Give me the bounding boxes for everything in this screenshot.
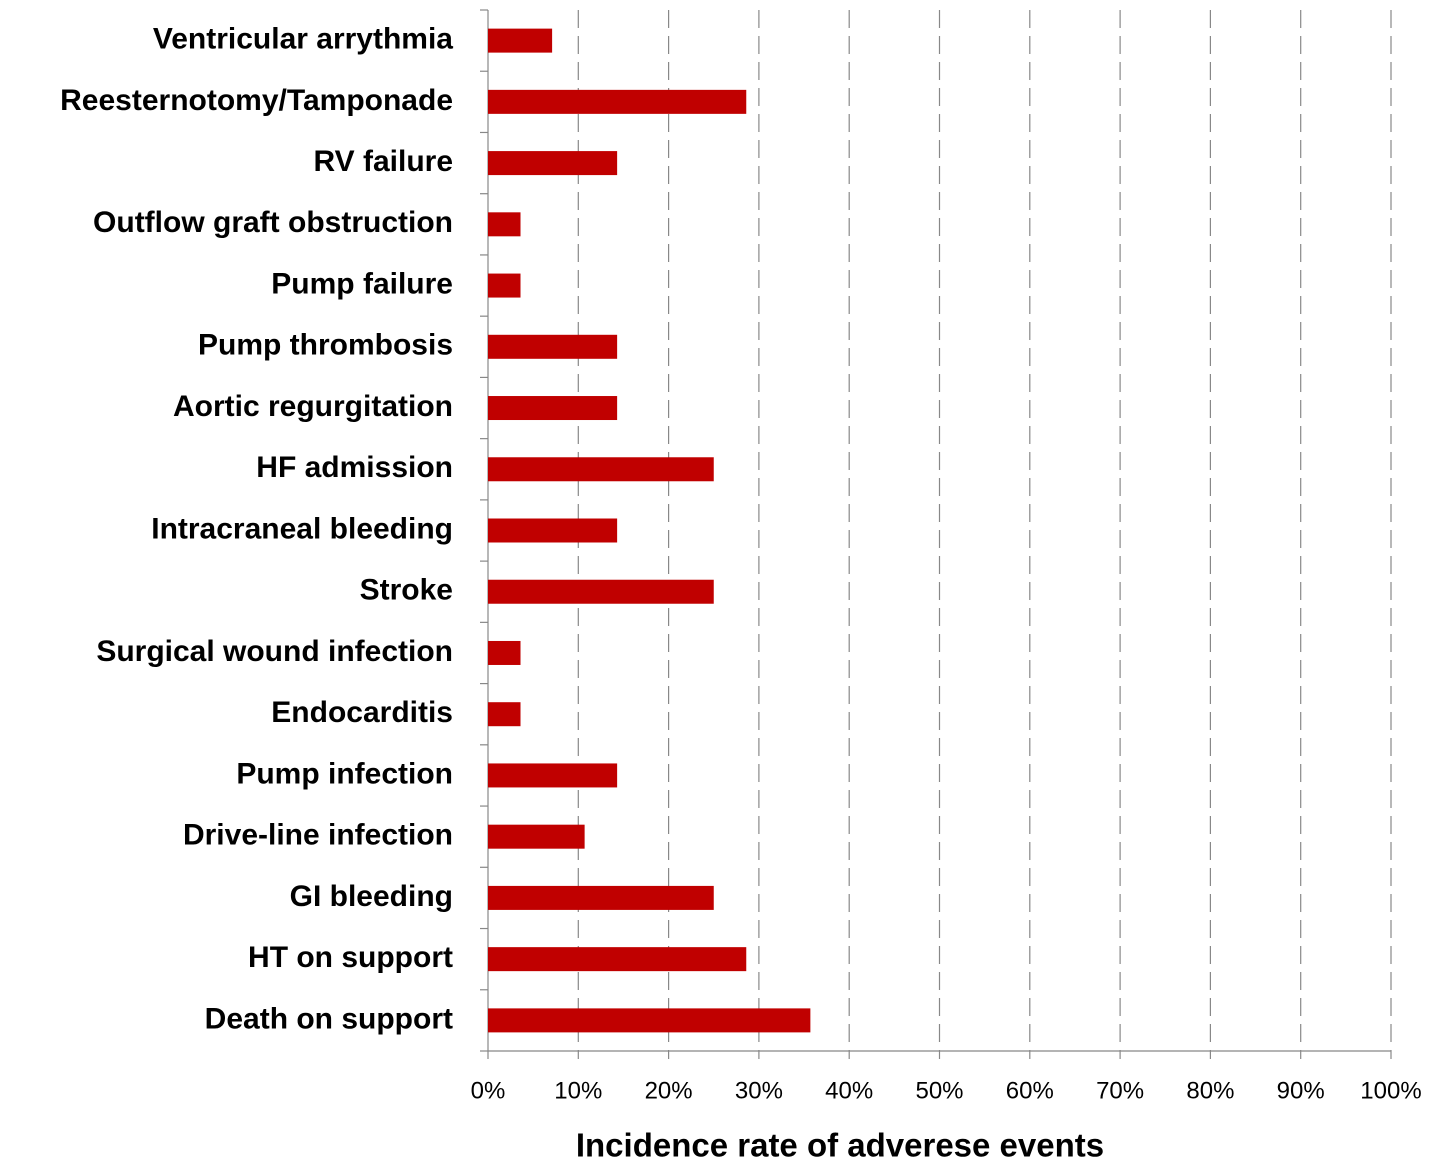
bar: [488, 457, 714, 482]
category-label: Ventricular arrythmia: [153, 23, 453, 56]
x-tick-label: 60%: [1006, 1077, 1054, 1104]
bar: [488, 151, 618, 176]
bar: [488, 763, 618, 788]
category-label: HF admission: [256, 451, 453, 484]
category-label: Drive-line infection: [183, 819, 453, 852]
category-label: HT on support: [248, 941, 453, 974]
x-tick-label: 20%: [645, 1077, 693, 1104]
x-tick-label: 30%: [735, 1077, 783, 1104]
bar: [488, 1008, 811, 1033]
category-label: Surgical wound infection: [96, 635, 453, 668]
category-label: GI bleeding: [290, 880, 453, 913]
category-label: Endocarditis: [271, 696, 453, 729]
x-tick-label: 40%: [825, 1077, 873, 1104]
category-label: Pump thrombosis: [198, 329, 453, 362]
bar: [488, 334, 618, 359]
bar: [488, 518, 618, 543]
bar: [488, 702, 521, 727]
category-label: RV failure: [314, 145, 454, 178]
x-tick-label: 70%: [1096, 1077, 1144, 1104]
category-label: Pump infection: [236, 757, 453, 790]
bar: [488, 28, 553, 53]
bar: [488, 212, 521, 237]
x-tick-label: 80%: [1186, 1077, 1234, 1104]
category-label: Outflow graft obstruction: [93, 206, 453, 239]
category-label: Stroke: [360, 574, 453, 607]
x-axis-title: Incidence rate of adverese events: [576, 1127, 1104, 1164]
category-label: Reesternotomy/Tamponade: [60, 84, 453, 117]
bar: [488, 824, 585, 849]
bar: [488, 640, 521, 665]
x-tick-label: 10%: [554, 1077, 602, 1104]
category-label: Intracraneal bleeding: [151, 512, 453, 545]
bar: [488, 947, 747, 972]
bar: [488, 89, 747, 114]
bar: [488, 885, 714, 910]
x-tick-label: 100%: [1360, 1077, 1421, 1104]
x-tick-label: 90%: [1277, 1077, 1325, 1104]
category-label: Pump failure: [271, 267, 453, 300]
bar: [488, 579, 714, 604]
bar: [488, 273, 521, 298]
x-tick-label: 50%: [915, 1077, 963, 1104]
category-label: Death on support: [205, 1002, 453, 1035]
x-tick-label: 0%: [471, 1077, 506, 1104]
category-label: Aortic regurgitation: [173, 390, 453, 423]
bar: [488, 396, 618, 421]
